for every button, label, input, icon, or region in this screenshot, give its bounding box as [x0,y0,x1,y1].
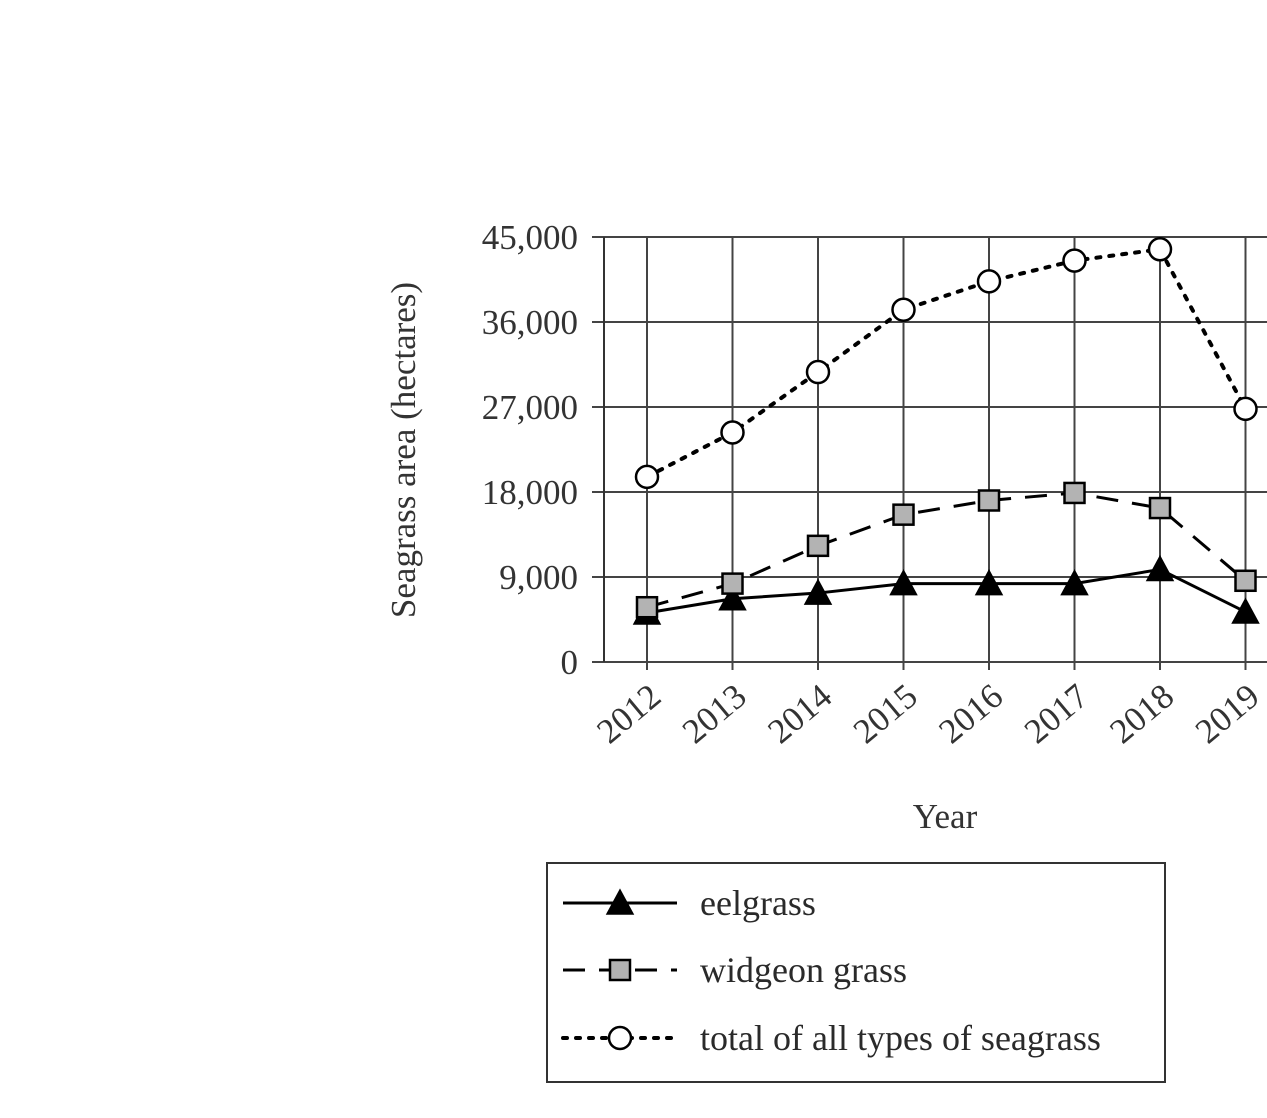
data-point-widgeon-grass [977,489,1001,512]
series-2 [634,237,1258,490]
legend-item-total-seagrass: total of all types of seagrass [561,1018,1101,1058]
data-point-widgeon-grass [1063,481,1086,505]
x-axis-title: Year [913,797,978,836]
data-point-total-seagrass [1147,237,1173,262]
x-tick-label: 2019 [1188,676,1267,751]
legend-label: widgeon grass [700,950,907,990]
y-tick-label: 36,000 [482,303,578,342]
data-point-widgeon-grass [806,534,830,558]
data-point-widgeon-grass [635,595,659,619]
x-axis-ticks: 2012 2013 2014 2015 2016 2017 2018 2019 [589,676,1266,751]
data-point-widgeon-grass [1148,496,1172,520]
data-point-widgeon-grass [608,958,632,982]
legend-box [546,862,1166,1083]
data-point-eelgrass [974,569,1004,596]
data-point-eelgrass [1060,569,1089,596]
data-point-eelgrass [889,569,918,596]
data-point-eelgrass [718,584,747,611]
data-point-total-seagrass [634,464,660,490]
x-tick-label: 2013 [675,676,754,751]
series-line-eelgrass [646,567,1247,615]
data-point-total-seagrass [720,420,745,445]
data-point-total-seagrass [891,297,916,322]
y-tick-label: 0 [561,643,579,682]
data-point-total-seagrass [976,269,1002,294]
x-tick-label: 2012 [589,676,668,751]
data-point-total-seagrass [1062,248,1087,273]
x-tick-label: 2015 [846,676,925,751]
y-tick-label: 27,000 [482,388,578,427]
data-point-eelgrass [1145,554,1175,582]
y-tick-label: 45,000 [482,218,578,257]
y-tick-label: 9,000 [499,558,578,597]
series-line-total-seagrass [645,247,1248,479]
series-line-widgeon-grass [646,491,1247,609]
legend-label: total of all types of seagrass [700,1018,1101,1058]
legend-item-widgeon-grass: widgeon grass [563,950,907,990]
x-tick-label: 2014 [760,676,839,751]
data-point-widgeon-grass [892,503,915,526]
data-point-eelgrass [605,888,635,915]
series-layer [632,237,1260,625]
data-point-total-seagrass [805,359,831,385]
x-tick-label: 2017 [1017,676,1096,751]
data-point-eelgrass [1231,597,1260,624]
series-1 [635,481,1257,619]
data-point-widgeon-grass [1234,569,1257,593]
x-tick-label: 2016 [931,676,1010,751]
data-point-total-seagrass [1233,396,1258,422]
legend-item-eelgrass: eelgrass [563,883,816,923]
x-tick-label: 2018 [1102,676,1181,751]
legend: eelgrass widgeon grass total of all types … [546,862,1166,1083]
y-axis-ticks: 0 9,000 18,000 27,000 36,000 45,000 [482,218,578,682]
data-point-total-seagrass [607,1025,633,1051]
y-axis-title: Seagrass area (hectares) [384,282,423,618]
y-tick-label: 18,000 [482,473,578,512]
legend-label: eelgrass [700,883,816,923]
data-point-widgeon-grass [721,572,744,595]
data-point-eelgrass [803,578,833,605]
